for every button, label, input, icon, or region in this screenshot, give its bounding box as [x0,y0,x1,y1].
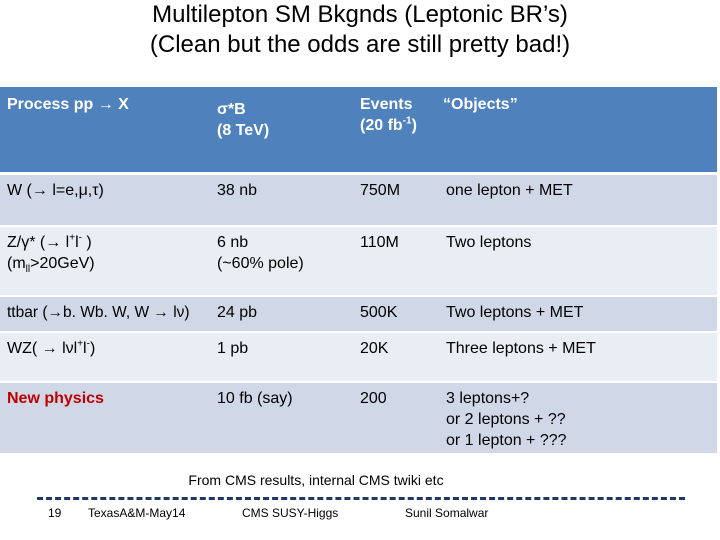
footer-author: Sunil Somalwar [405,506,489,520]
table-row: ttbar (→b. Wb. W, W → lν) 24 pb 500K Two… [0,295,717,333]
header-process: Process pp → X [0,87,210,175]
cell-events: 200 [353,381,439,453]
slide-number: 19 [48,506,62,520]
cell-xsec: 1 pb [210,331,353,383]
cell-events: 500K [353,295,439,333]
cell-xsec: 10 fb (say) [210,381,353,453]
table-row: Z/γ* (→ l+l- ) (mll>20GeV) 6 nb (~60% po… [0,225,717,297]
cell-process: Z/γ* (→ l+l- ) (mll>20GeV) [0,225,210,297]
header-events-lumi: (20 fb-1) [360,115,417,134]
cell-events: 20K [353,331,439,383]
background-table: Process pp → X σ*B (8 TeV) Events (20 fb… [0,87,717,453]
header-objects: “Objects” [439,87,717,175]
header-events-label: Events [360,96,413,113]
table-row: New physics 10 fb (say) 200 3 leptons+? … [0,381,717,453]
footer-place-date: TexasA&M-May14 [88,506,186,520]
cell-objects: 3 leptons+? or 2 leptons + ?? or 1 lepto… [439,381,717,453]
table-header-row: Process pp → X σ*B (8 TeV) Events (20 fb… [0,87,717,175]
header-events: Events (20 fb-1) [353,87,439,175]
cell-process: ttbar (→b. Wb. W, W → lν) [0,295,210,333]
cell-objects: Two leptons [439,225,717,297]
cell-process: WZ( → lνl+l-) [0,331,210,383]
cell-process: New physics [0,381,210,453]
footer-talk-title: CMS SUSY-Higgs [242,506,339,520]
table-row: W (→ l=e,μ,τ) 38 nb 750M one lepton + ME… [0,173,717,227]
table-row: WZ( → lνl+l-) 1 pb 20K Three leptons + M… [0,331,717,383]
cell-objects: Three leptons + MET [439,331,717,383]
cell-events: 750M [353,173,439,227]
cell-objects: Two leptons + MET [439,295,717,333]
cell-objects: one lepton + MET [439,173,717,227]
header-xsec-energy: (8 TeV) [217,122,270,139]
cell-process: W (→ l=e,μ,τ) [0,173,210,227]
cell-xsec: 24 pb [210,295,353,333]
cell-events: 110M [353,225,439,297]
source-note: From CMS results, internal CMS twiki etc [188,472,444,488]
header-cross-section: σ*B (8 TeV) [210,87,353,175]
header-xsec-symbol: σ*B [217,101,246,118]
footer-divider [37,497,685,500]
cell-xsec: 6 nb (~60% pole) [210,225,353,297]
slide-title-line1: Multilepton SM Bkgnds (Leptonic BR’s) [152,1,568,28]
cell-xsec: 38 nb [210,173,353,227]
slide-title-line2: (Clean but the odds are still pretty bad… [149,31,571,58]
